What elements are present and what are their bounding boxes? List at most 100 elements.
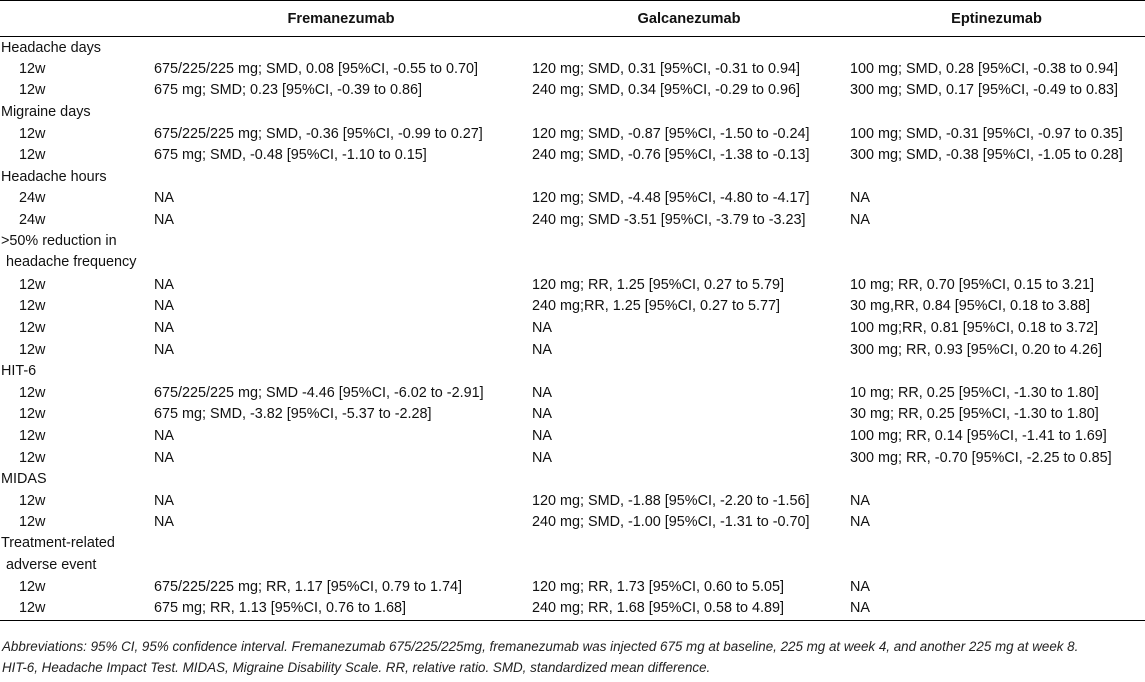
galcanezumab-cell: 240 mg; SMD, 0.34 [95%CI, -0.29 to 0.96] — [532, 82, 800, 99]
fremanezumab-cell: NA — [154, 341, 174, 358]
section-label-line-1: Treatment-related — [1, 535, 115, 552]
eptinezumab-cell: 10 mg; RR, 0.70 [95%CI, 0.15 to 3.21] — [850, 276, 1094, 293]
fremanezumab-cell: NA — [154, 276, 174, 293]
timepoint-cell: 12w — [19, 276, 46, 293]
fremanezumab-cell: 675 mg; SMD, -3.82 [95%CI, -5.37 to -2.2… — [154, 406, 432, 423]
section-label: Migraine days — [0, 101, 1145, 123]
section-label-line-1: Migraine days — [1, 104, 91, 121]
table-row: 12w 675/225/225 mg; SMD, -0.36 [95%CI, -0… — [0, 123, 1145, 145]
galcanezumab-cell: NA — [532, 449, 552, 466]
section-label-line-2: headache frequency — [6, 254, 137, 271]
section-label: HIT-6 — [0, 360, 1145, 382]
section-row: Migraine days — [0, 101, 1145, 123]
galcanezumab-cell: 240 mg; RR, 1.68 [95%CI, 0.58 to 4.89] — [532, 599, 784, 616]
section-row: MIDAS — [0, 468, 1145, 490]
eptinezumab-cell: NA — [850, 190, 870, 207]
eptinezumab-cell: NA — [850, 212, 870, 229]
fremanezumab-cell: NA — [154, 514, 174, 531]
galcanezumab-cell: 120 mg; SMD, -0.87 [95%CI, -1.50 to -0.2… — [532, 125, 810, 142]
galcanezumab-cell: 120 mg; SMD, -4.48 [95%CI, -4.80 to -4.1… — [532, 190, 810, 207]
header-outcome — [0, 1, 152, 37]
header-galcanezumab: Galcanezumab — [637, 10, 741, 27]
timepoint-cell: 12w — [19, 320, 46, 337]
section-label-line-1: >50% reduction in — [1, 232, 117, 249]
timepoint-cell: 12w — [19, 82, 46, 99]
timepoint-cell: 24w — [19, 212, 46, 229]
galcanezumab-cell: NA — [532, 384, 552, 401]
table-row: 12w 675 mg; SMD; 0.23 [95%CI, -0.39 to 0.… — [0, 80, 1145, 102]
galcanezumab-cell: 240 mg; SMD -3.51 [95%CI, -3.79 to -3.23… — [532, 212, 806, 229]
section-label: MIDAS — [0, 468, 1145, 490]
galcanezumab-cell: NA — [532, 406, 552, 423]
table-row: 12w NA 120 mg; RR, 1.25 [95%CI, 0.27 to 5.… — [0, 274, 1145, 296]
table-body: Headache days 12w 675/225/225 mg; SMD, 0.0… — [0, 37, 1145, 621]
eptinezumab-cell: NA — [850, 599, 870, 616]
timepoint-cell: 12w — [19, 514, 46, 531]
section-row: Headache days — [0, 37, 1145, 59]
eptinezumab-cell: 300 mg; SMD, -0.38 [95%CI, -1.05 to 0.28… — [850, 147, 1123, 164]
eptinezumab-cell: 30 mg; RR, 0.25 [95%CI, -1.30 to 1.80] — [850, 406, 1099, 423]
galcanezumab-cell: 120 mg; RR, 1.25 [95%CI, 0.27 to 5.79] — [532, 276, 784, 293]
timepoint-cell: 12w — [19, 125, 46, 142]
header-fremanezumab: Fremanezumab — [287, 10, 395, 27]
galcanezumab-cell: 120 mg; SMD, -1.88 [95%CI, -2.20 to -1.5… — [532, 492, 810, 509]
fremanezumab-cell: 675 mg; RR, 1.13 [95%CI, 0.76 to 1.68] — [154, 599, 406, 616]
galcanezumab-cell: 240 mg; SMD, -1.00 [95%CI, -1.31 to -0.7… — [532, 514, 810, 531]
galcanezumab-cell: 120 mg; RR, 1.73 [95%CI, 0.60 to 5.05] — [532, 579, 784, 596]
eptinezumab-cell: NA — [850, 492, 870, 509]
timepoint-cell: 12w — [19, 427, 46, 444]
timepoint-cell: 12w — [19, 298, 46, 315]
table-row: 12w NA NA 300 mg; RR, 0.93 [95%CI, 0.20 to … — [0, 339, 1145, 361]
section-row: Treatment-related adverse event — [0, 533, 1145, 576]
fremanezumab-cell: NA — [154, 492, 174, 509]
eptinezumab-cell: 100 mg; SMD, 0.28 [95%CI, -0.38 to 0.94] — [850, 60, 1118, 77]
fremanezumab-cell: NA — [154, 298, 174, 315]
timepoint-cell: 12w — [19, 599, 46, 616]
table-row: 12w NA 240 mg; SMD, -1.00 [95%CI, -1.31 to… — [0, 512, 1145, 534]
table-row: 12w 675/225/225 mg; RR, 1.17 [95%CI, 0.79… — [0, 576, 1145, 598]
section-label-line-1: Headache days — [1, 39, 102, 56]
fremanezumab-cell: 675/225/225 mg; RR, 1.17 [95%CI, 0.79 to… — [154, 579, 463, 596]
section-row: >50% reduction in headache frequency — [0, 231, 1145, 274]
results-table: Fremanezumab Galcanezumab Eptinezumab He… — [0, 0, 1145, 621]
section-label-line-1: MIDAS — [1, 471, 47, 488]
fremanezumab-cell: 675 mg; SMD; 0.23 [95%CI, -0.39 to 0.86] — [154, 82, 422, 99]
timepoint-cell: 12w — [19, 406, 46, 423]
table-row: 12w 675 mg; RR, 1.13 [95%CI, 0.76 to 1.68… — [0, 598, 1145, 621]
fremanezumab-cell: NA — [154, 190, 174, 207]
timepoint-cell: 12w — [19, 147, 46, 164]
table-row: 12w 675 mg; SMD, -0.48 [95%CI, -1.10 to 0… — [0, 144, 1145, 166]
eptinezumab-cell: 100 mg;RR, 0.81 [95%CI, 0.18 to 3.72] — [850, 320, 1098, 337]
table-row: 24w NA 120 mg; SMD, -4.48 [95%CI, -4.80 to… — [0, 188, 1145, 210]
section-label-line-1: Headache hours — [1, 168, 107, 185]
table-row: 24w NA 240 mg; SMD -3.51 [95%CI, -3.79 to … — [0, 209, 1145, 231]
section-row: Headache hours — [0, 166, 1145, 188]
fremanezumab-cell: 675/225/225 mg; SMD, 0.08 [95%CI, -0.55 … — [154, 60, 478, 77]
fremanezumab-cell: 675/225/225 mg; SMD -4.46 [95%CI, -6.02 … — [154, 384, 484, 401]
galcanezumab-cell: NA — [532, 427, 552, 444]
timepoint-cell: 12w — [19, 384, 46, 401]
table-row: 12w 675/225/225 mg; SMD, 0.08 [95%CI, -0.… — [0, 58, 1145, 80]
galcanezumab-cell: 240 mg; SMD, -0.76 [95%CI, -1.38 to -0.1… — [532, 147, 810, 164]
fremanezumab-cell: NA — [154, 212, 174, 229]
section-label-line-2: adverse event — [6, 556, 97, 573]
section-label: Headache days — [0, 37, 1145, 59]
table-row: 12w NA NA 100 mg;RR, 0.81 [95%CI, 0.18 to 3… — [0, 317, 1145, 339]
header-eptinezumab: Eptinezumab — [951, 10, 1042, 27]
eptinezumab-cell: 10 mg; RR, 0.25 [95%CI, -1.30 to 1.80] — [850, 384, 1099, 401]
eptinezumab-cell: NA — [850, 579, 870, 596]
table-row: 12w NA 240 mg;RR, 1.25 [95%CI, 0.27 to 5.7… — [0, 296, 1145, 318]
section-label-line-1: HIT-6 — [1, 363, 37, 380]
eptinezumab-cell: 100 mg; RR, 0.14 [95%CI, -1.41 to 1.69] — [850, 427, 1107, 444]
fremanezumab-cell: 675/225/225 mg; SMD, -0.36 [95%CI, -0.99… — [154, 125, 483, 142]
section-label: Headache hours — [0, 166, 1145, 188]
galcanezumab-cell: NA — [532, 320, 552, 337]
section-row: HIT-6 — [0, 360, 1145, 382]
footnote-line-2: HIT-6, Headache Impact Test. MIDAS, Migr… — [2, 660, 711, 675]
eptinezumab-cell: 100 mg; SMD, -0.31 [95%CI, -0.97 to 0.35… — [850, 125, 1123, 142]
timepoint-cell: 12w — [19, 341, 46, 358]
table-row: 12w 675 mg; SMD, -3.82 [95%CI, -5.37 to -… — [0, 404, 1145, 426]
fremanezumab-cell: NA — [154, 427, 174, 444]
galcanezumab-cell: 240 mg;RR, 1.25 [95%CI, 0.27 to 5.77] — [532, 298, 780, 315]
footnote: Abbreviations: 95% CI, 95% confidence in… — [2, 636, 1142, 678]
